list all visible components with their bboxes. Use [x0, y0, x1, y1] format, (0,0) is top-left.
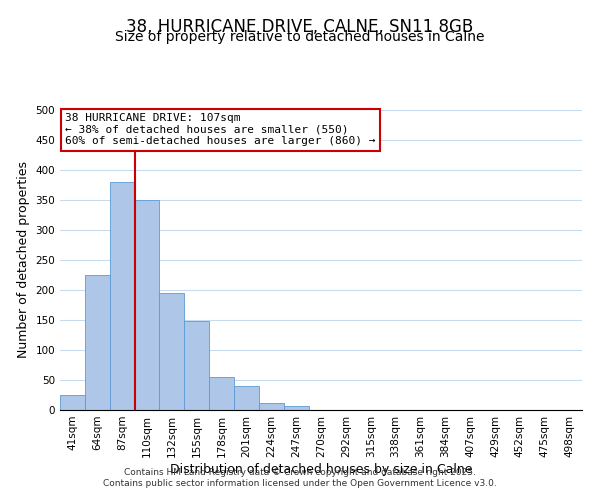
Bar: [259, 403, 284, 410]
Text: 38 HURRICANE DRIVE: 107sqm
← 38% of detached houses are smaller (550)
60% of sem: 38 HURRICANE DRIVE: 107sqm ← 38% of deta…: [65, 113, 376, 146]
X-axis label: Distribution of detached houses by size in Calne: Distribution of detached houses by size …: [170, 462, 472, 475]
Bar: [234, 386, 259, 410]
Bar: [284, 406, 308, 410]
Bar: [209, 377, 234, 410]
Bar: [60, 395, 85, 410]
Y-axis label: Number of detached properties: Number of detached properties: [17, 162, 30, 358]
Text: 38, HURRICANE DRIVE, CALNE, SN11 8GB: 38, HURRICANE DRIVE, CALNE, SN11 8GB: [127, 18, 473, 36]
Bar: [85, 275, 110, 410]
Bar: [184, 321, 209, 410]
Text: Contains HM Land Registry data © Crown copyright and database right 2025.
Contai: Contains HM Land Registry data © Crown c…: [103, 468, 497, 487]
Bar: [160, 293, 184, 410]
Text: Size of property relative to detached houses in Calne: Size of property relative to detached ho…: [115, 30, 485, 44]
Bar: [134, 200, 160, 410]
Bar: [110, 182, 134, 410]
